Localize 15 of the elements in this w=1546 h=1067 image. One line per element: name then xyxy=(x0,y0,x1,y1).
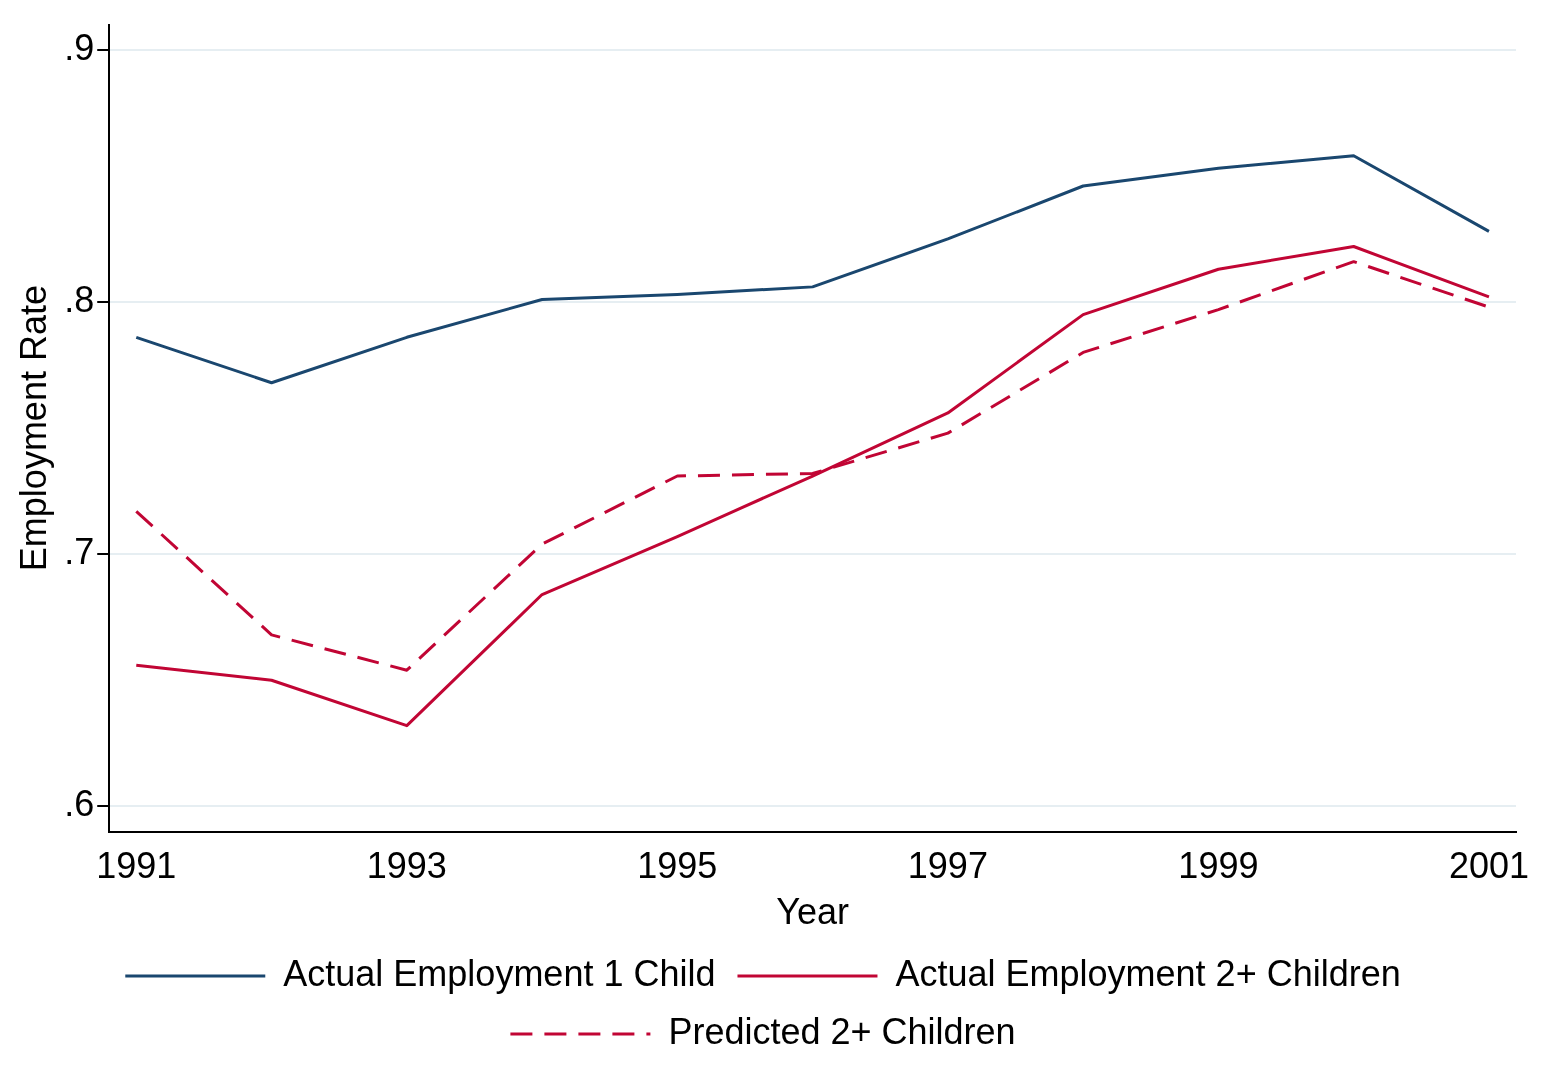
x-tick-label: 1993 xyxy=(366,845,447,887)
y-tick-label: .8 xyxy=(64,278,95,320)
x-tick-label: 2001 xyxy=(1448,845,1529,887)
x-tick-label: 1999 xyxy=(1178,845,1259,887)
legend-label: Actual Employment 1 Child xyxy=(283,952,716,994)
x-tick-label: 1991 xyxy=(96,845,177,887)
y-tick-label: .6 xyxy=(64,783,95,825)
legend-label: Actual Employment 2+ Children xyxy=(895,952,1401,994)
y-axis-title: Employment Rate xyxy=(12,285,54,572)
legend-label: Predicted 2+ Children xyxy=(668,1010,1016,1052)
x-tick-label: 1995 xyxy=(637,845,718,887)
x-tick-label: 1997 xyxy=(907,845,988,887)
y-tick-label: .9 xyxy=(64,26,95,68)
x-axis-title: Year xyxy=(776,891,849,933)
y-tick-label: .7 xyxy=(64,531,95,573)
